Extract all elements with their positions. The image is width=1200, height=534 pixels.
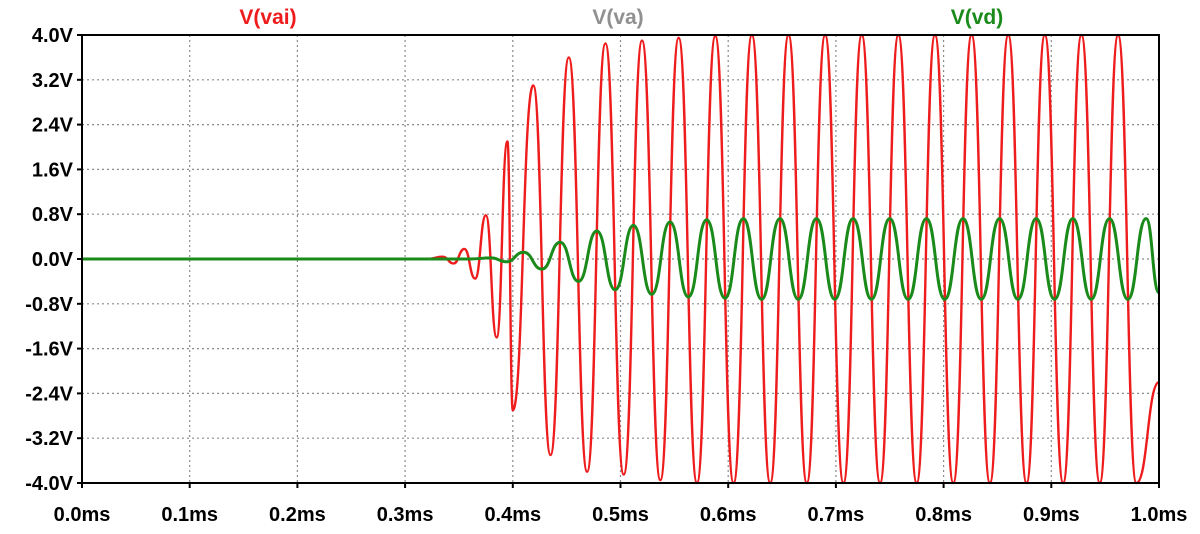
y-tick-label: -0.8V — [25, 294, 73, 316]
legend-label-vai: V(vai) — [239, 6, 296, 29]
y-tick-label: -3.2V — [25, 428, 73, 450]
x-tick-label: 0.7ms — [808, 504, 865, 526]
y-tick-label: 1.6V — [32, 159, 74, 181]
x-tick-label: 0.4ms — [484, 504, 541, 526]
x-axis: 0.0ms 0.1ms 0.2ms 0.3ms 0.4ms 0.5ms 0.6ms 0.7ms… — [54, 483, 1188, 526]
y-tick-label: 0.8V — [32, 204, 74, 226]
x-tick-label: 0.5ms — [592, 504, 649, 526]
y-tick-label: 3.2V — [32, 70, 74, 92]
y-tick-label: -2.4V — [25, 383, 73, 405]
y-tick-label: -1.6V — [25, 339, 73, 361]
x-tick-label: 1.0ms — [1131, 504, 1188, 526]
x-tick-label: 0.1ms — [161, 504, 218, 526]
x-tick-label: 0.3ms — [377, 504, 434, 526]
y-tick-label: 2.4V — [32, 115, 74, 137]
series-line-vvd — [82, 217, 1161, 301]
x-tick-label: 0.9ms — [1023, 504, 1080, 526]
x-tick-label: 0.0ms — [54, 504, 111, 526]
y-tick-label: -4.0V — [25, 473, 73, 495]
legend-label-va: V(va) — [592, 6, 643, 29]
legend-label-vd: V(vd) — [951, 6, 1004, 29]
y-tick-label: 0.0V — [32, 249, 74, 271]
x-tick-label: 0.6ms — [700, 504, 757, 526]
x-tick-label: 0.8ms — [915, 504, 972, 526]
x-tick-label: 0.2ms — [269, 504, 326, 526]
y-tick-label: 4.0V — [32, 25, 74, 47]
legend: V(vai) V(va) V(vd) — [239, 6, 1003, 29]
y-axis: 4.0V 3.2V 2.4V 1.6V 0.8V 0.0V -0.8V -1.6V -2.4V -… — [25, 25, 82, 495]
